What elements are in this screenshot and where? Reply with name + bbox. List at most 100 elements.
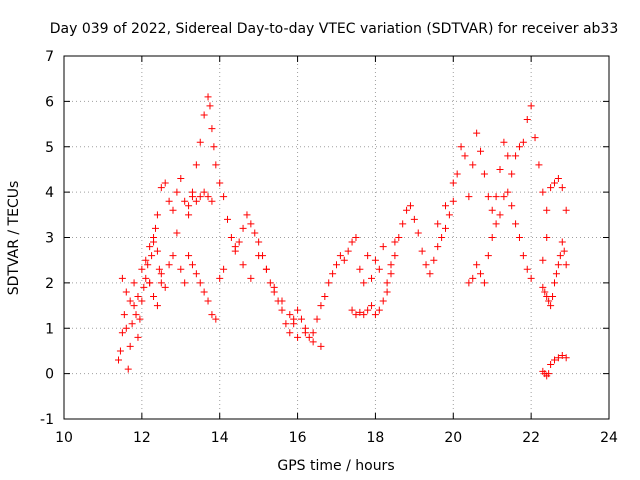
data-point <box>317 302 325 310</box>
data-point <box>196 138 204 146</box>
data-point <box>403 206 411 214</box>
data-point <box>142 274 150 282</box>
data-point <box>231 243 239 251</box>
data-point <box>551 179 558 187</box>
data-point <box>562 354 570 362</box>
data-point <box>512 152 520 160</box>
data-point <box>196 193 204 201</box>
data-point <box>383 288 391 296</box>
data-point <box>523 265 531 273</box>
data-point <box>185 211 193 219</box>
data-point <box>360 279 368 287</box>
data-point <box>255 238 263 246</box>
data-point <box>375 306 383 314</box>
data-point <box>278 306 286 314</box>
data-point <box>356 308 364 316</box>
y-axis-label: SDTVAR / TECUs <box>6 181 22 296</box>
series-satellite-track-g <box>348 252 399 319</box>
data-point <box>391 238 399 246</box>
data-point <box>541 288 549 296</box>
data-point <box>556 252 564 260</box>
data-point <box>142 256 150 264</box>
series-satellite-track-a <box>115 224 165 373</box>
data-point <box>212 161 220 169</box>
series-satellite-track-k <box>539 175 570 264</box>
data-point <box>138 265 146 273</box>
data-point <box>208 311 216 319</box>
data-point <box>352 234 360 241</box>
y-tick-label: -1 <box>40 412 54 428</box>
x-tick-label: 16 <box>289 430 307 446</box>
data-point <box>136 315 144 323</box>
data-point <box>535 161 543 169</box>
data-point <box>371 256 379 264</box>
data-point <box>449 197 457 205</box>
data-point <box>484 252 492 260</box>
data-point <box>192 197 200 205</box>
data-point <box>305 333 313 341</box>
series-satellite-track-b <box>118 175 216 305</box>
data-point <box>220 265 228 273</box>
data-point <box>551 279 558 287</box>
data-point <box>484 193 492 201</box>
data-point <box>208 125 216 133</box>
data-point <box>371 311 379 319</box>
data-point <box>130 279 138 287</box>
data-point <box>294 306 302 314</box>
data-point <box>457 143 465 151</box>
data-point <box>473 129 481 137</box>
data-point <box>286 329 294 337</box>
x-tick-label: 20 <box>444 430 462 446</box>
data-point <box>560 247 568 255</box>
grid-layer <box>64 56 609 419</box>
x-tick-label: 24 <box>600 430 618 446</box>
data-point <box>348 306 356 314</box>
data-point <box>165 197 173 205</box>
y-tick-label: 5 <box>45 140 54 156</box>
data-point <box>558 238 566 246</box>
x-tick-label: 12 <box>133 430 151 446</box>
data-point <box>132 311 140 319</box>
data-point <box>523 116 531 124</box>
data-point <box>146 243 154 251</box>
data-point <box>368 302 376 310</box>
data-point <box>309 329 317 337</box>
data-point <box>356 265 364 273</box>
y-tick-label: 7 <box>45 49 54 65</box>
data-point <box>165 261 173 269</box>
data-point <box>395 234 403 241</box>
data-point <box>430 256 438 264</box>
data-point <box>177 175 185 183</box>
data-point <box>134 292 142 300</box>
data-point <box>336 252 344 260</box>
data-point <box>383 279 391 287</box>
data-point <box>118 274 126 282</box>
data-point <box>297 315 305 323</box>
chart-title: Day 039 of 2022, Sidereal Day-to-day VTE… <box>50 21 619 37</box>
data-point <box>243 211 251 219</box>
data-point <box>185 202 193 210</box>
data-point <box>216 179 224 187</box>
data-point <box>255 252 263 260</box>
series-satellite-track-j <box>539 238 570 310</box>
x-tick-label: 10 <box>55 430 73 446</box>
data-point <box>469 274 477 282</box>
y-tick-label: 0 <box>45 367 54 383</box>
data-point <box>504 152 512 160</box>
data-point <box>344 247 352 255</box>
data-point <box>562 261 570 269</box>
data-point <box>247 274 255 282</box>
data-point <box>122 324 130 332</box>
data-point <box>552 270 560 278</box>
data-point <box>545 370 553 378</box>
data-point <box>554 175 562 183</box>
data-point <box>161 283 169 291</box>
data-point <box>329 270 337 278</box>
data-point <box>118 329 126 337</box>
data-point <box>181 279 189 287</box>
data-point <box>140 283 148 291</box>
data-point <box>549 292 557 300</box>
data-point <box>504 188 512 196</box>
data-point <box>157 270 165 278</box>
